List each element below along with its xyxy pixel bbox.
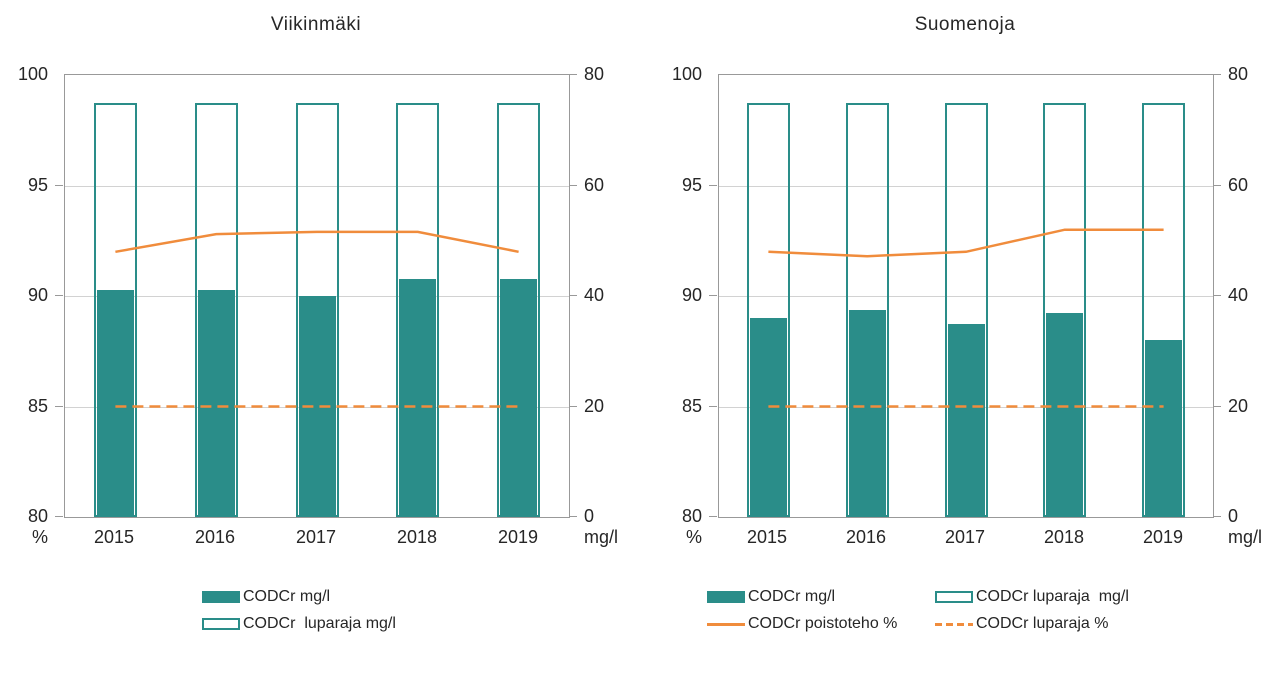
y-axis-label-left: 85 <box>681 396 702 416</box>
legend-item: CODCr luparaja % <box>935 615 1129 633</box>
bar-codcr <box>948 324 985 517</box>
chart-title: Viikinmäki <box>270 14 362 35</box>
y-axis-label-left: 95 <box>681 175 702 195</box>
tick-mark-left <box>709 406 717 407</box>
tick-mark-right <box>569 406 577 407</box>
x-axis-label: 2017 <box>295 527 337 547</box>
chart-title: Suomenoja <box>914 14 1016 35</box>
y-axis-label-right: 40 <box>1228 285 1249 305</box>
filled-bar-swatch <box>707 591 745 603</box>
bar-codcr <box>399 279 436 517</box>
legend-item: CODCr poistoteho % <box>707 615 935 633</box>
tick-mark-right <box>569 516 577 517</box>
x-axis-label: 2015 <box>93 527 135 547</box>
x-axis-label: 2019 <box>1142 527 1184 547</box>
legend-label: CODCr luparaja mg/l <box>243 615 396 632</box>
y-axis-label-left: 80 <box>27 506 48 526</box>
tick-mark-left <box>709 185 717 186</box>
legend-item: CODCr luparaja mg/l <box>202 615 396 633</box>
tick-mark-left <box>709 516 717 517</box>
y-axis-label-right: 40 <box>584 285 605 305</box>
tick-mark-right <box>1213 185 1221 186</box>
outline-bar-swatch <box>935 591 973 603</box>
x-axis-label: 2016 <box>845 527 887 547</box>
tick-mark-right <box>1213 74 1221 75</box>
poistoteho-line <box>115 230 519 254</box>
legend-label: CODCr luparaja mg/l <box>976 588 1129 605</box>
y-axis-label-left: 95 <box>27 175 48 195</box>
bar-codcr <box>1046 313 1083 517</box>
right-axis-unit: mg/l <box>1228 527 1263 547</box>
tick-mark-right <box>1213 406 1221 407</box>
legend-item: CODCr mg/l <box>202 588 396 606</box>
tick-mark-right <box>569 74 577 75</box>
x-axis-label: 2016 <box>194 527 236 547</box>
y-axis-label-right: 80 <box>584 64 605 84</box>
bar-codcr <box>198 290 235 517</box>
legend-item: CODCr luparaja mg/l <box>935 588 1129 606</box>
tick-mark-left <box>55 185 63 186</box>
tick-mark-left <box>709 295 717 296</box>
legend-label: CODCr mg/l <box>748 588 836 605</box>
y-axis-label-right: 20 <box>1228 396 1249 416</box>
bar-codcr <box>1145 340 1182 517</box>
tick-mark-left <box>55 516 63 517</box>
bar-codcr <box>750 318 787 517</box>
bar-codcr <box>500 279 537 517</box>
dashed-line-swatch <box>935 622 973 626</box>
gridline <box>65 186 569 187</box>
right-axis-unit: mg/l <box>584 527 619 547</box>
tick-mark-right <box>569 295 577 296</box>
y-axis-label-right: 0 <box>584 506 595 526</box>
y-axis-label-left: 100 <box>671 64 702 84</box>
legend-label: CODCr luparaja % <box>976 615 1109 632</box>
tick-mark-left <box>55 295 63 296</box>
y-axis-label-left: 100 <box>17 64 48 84</box>
y-axis-label-left: 80 <box>681 506 702 526</box>
legend: CODCr mg/l CODCr luparaja mg/l CODCr poist… <box>707 588 1129 633</box>
y-axis-label-right: 0 <box>1228 506 1239 526</box>
x-axis-label: 2019 <box>497 527 539 547</box>
solid-line-swatch <box>707 622 745 626</box>
gridline <box>719 186 1213 187</box>
filled-bar-swatch <box>202 591 240 603</box>
legend-item: CODCr mg/l <box>707 588 935 606</box>
tick-mark-right <box>1213 516 1221 517</box>
line-overlay <box>115 230 519 408</box>
bar-codcr <box>97 290 134 517</box>
x-axis-label: 2018 <box>1043 527 1085 547</box>
gridline <box>719 296 1213 297</box>
outline-bar-swatch <box>202 618 240 630</box>
legend: CODCr mg/l CODCr luparaja mg/l <box>202 588 396 633</box>
y-axis-label-right: 80 <box>1228 64 1249 84</box>
left-axis-unit: % <box>31 527 48 547</box>
plot-area <box>718 74 1214 518</box>
y-axis-label-right: 60 <box>584 175 605 195</box>
tick-mark-left <box>55 406 63 407</box>
y-axis-label-left: 85 <box>27 396 48 416</box>
y-axis-label-right: 60 <box>1228 175 1249 195</box>
y-axis-label-right: 20 <box>584 396 605 416</box>
y-axis-label-left: 90 <box>681 285 702 305</box>
y-axis-label-left: 90 <box>27 285 48 305</box>
left-axis-unit: % <box>685 527 702 547</box>
legend-label: CODCr poistoteho % <box>748 615 898 632</box>
bar-codcr <box>849 310 886 517</box>
legend-label: CODCr mg/l <box>243 588 331 605</box>
x-axis-label: 2017 <box>944 527 986 547</box>
line-overlay <box>768 228 1164 408</box>
tick-mark-right <box>569 185 577 186</box>
x-axis-label: 2015 <box>746 527 788 547</box>
plot-area <box>64 74 570 518</box>
poistoteho-line <box>768 228 1164 258</box>
tick-mark-right <box>1213 295 1221 296</box>
x-axis-label: 2018 <box>396 527 438 547</box>
